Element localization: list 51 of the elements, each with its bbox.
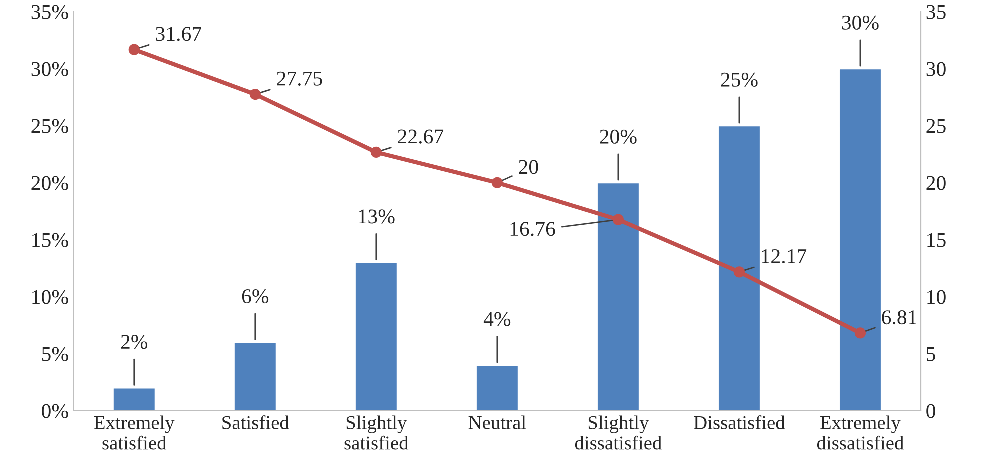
- x-tick-label: Satisfied: [222, 416, 290, 430]
- bar: [234, 342, 278, 411]
- data-label: 27.75: [277, 72, 322, 86]
- data-label: 30%: [842, 16, 879, 30]
- data-label: 4%: [484, 312, 511, 326]
- bar: [838, 68, 882, 411]
- data-label: 22.67: [398, 130, 444, 144]
- x-tick-label: Extremely dissatisfied: [817, 416, 904, 450]
- y-tick-label: 0%: [42, 404, 68, 418]
- point: [370, 146, 382, 158]
- y-tick-label: 5%: [42, 347, 68, 362]
- x-tick-label: Extremely satisfied: [94, 416, 175, 450]
- bar: [112, 387, 156, 411]
- data-label: 25%: [721, 72, 758, 87]
- x-tick-label: Slightly satisfied: [344, 416, 409, 450]
- bar: [354, 262, 398, 411]
- x-tick-label: Dissatisfied: [694, 416, 786, 430]
- bar: [596, 182, 640, 411]
- y2-tick-label: 30: [926, 62, 946, 76]
- data-label: 2%: [121, 335, 148, 350]
- x-tick-label: Slightly dissatisfied: [575, 416, 662, 450]
- data-label: 6.81: [882, 310, 917, 325]
- y2-tick-label: 20: [926, 176, 946, 190]
- y-tick-label: 35%: [32, 5, 68, 20]
- point: [734, 266, 746, 278]
- y-tick-label: 10%: [32, 290, 68, 304]
- data-label: 12.17: [762, 249, 807, 264]
- point: [612, 214, 624, 226]
- point: [854, 328, 866, 339]
- bar: [718, 125, 762, 411]
- y-tick-label: 15%: [32, 233, 68, 248]
- y-tick-label: 20%: [32, 176, 68, 190]
- point: [128, 44, 140, 56]
- data-label: 31.67: [156, 27, 202, 42]
- point: [250, 88, 261, 100]
- point: [492, 177, 503, 188]
- y-tick-label: 30%: [32, 62, 68, 76]
- data-label: 20%: [600, 130, 637, 144]
- data-label: 13%: [359, 210, 395, 224]
- data-label: 6%: [242, 289, 269, 304]
- y2-tick-label: 5: [927, 347, 936, 362]
- y2-tick-label: 25: [926, 119, 946, 134]
- y2-tick-label: 0: [926, 404, 936, 418]
- data-label: 20: [519, 160, 538, 174]
- bar: [476, 364, 520, 411]
- y2-tick-label: 10: [928, 290, 946, 304]
- x-tick-label: Neutral: [468, 416, 526, 430]
- y2-tick-label: 15: [928, 233, 946, 248]
- data-label: 16.76: [510, 222, 556, 236]
- y2-tick-label: 35: [926, 5, 946, 20]
- y-tick-label: 25%: [32, 119, 68, 134]
